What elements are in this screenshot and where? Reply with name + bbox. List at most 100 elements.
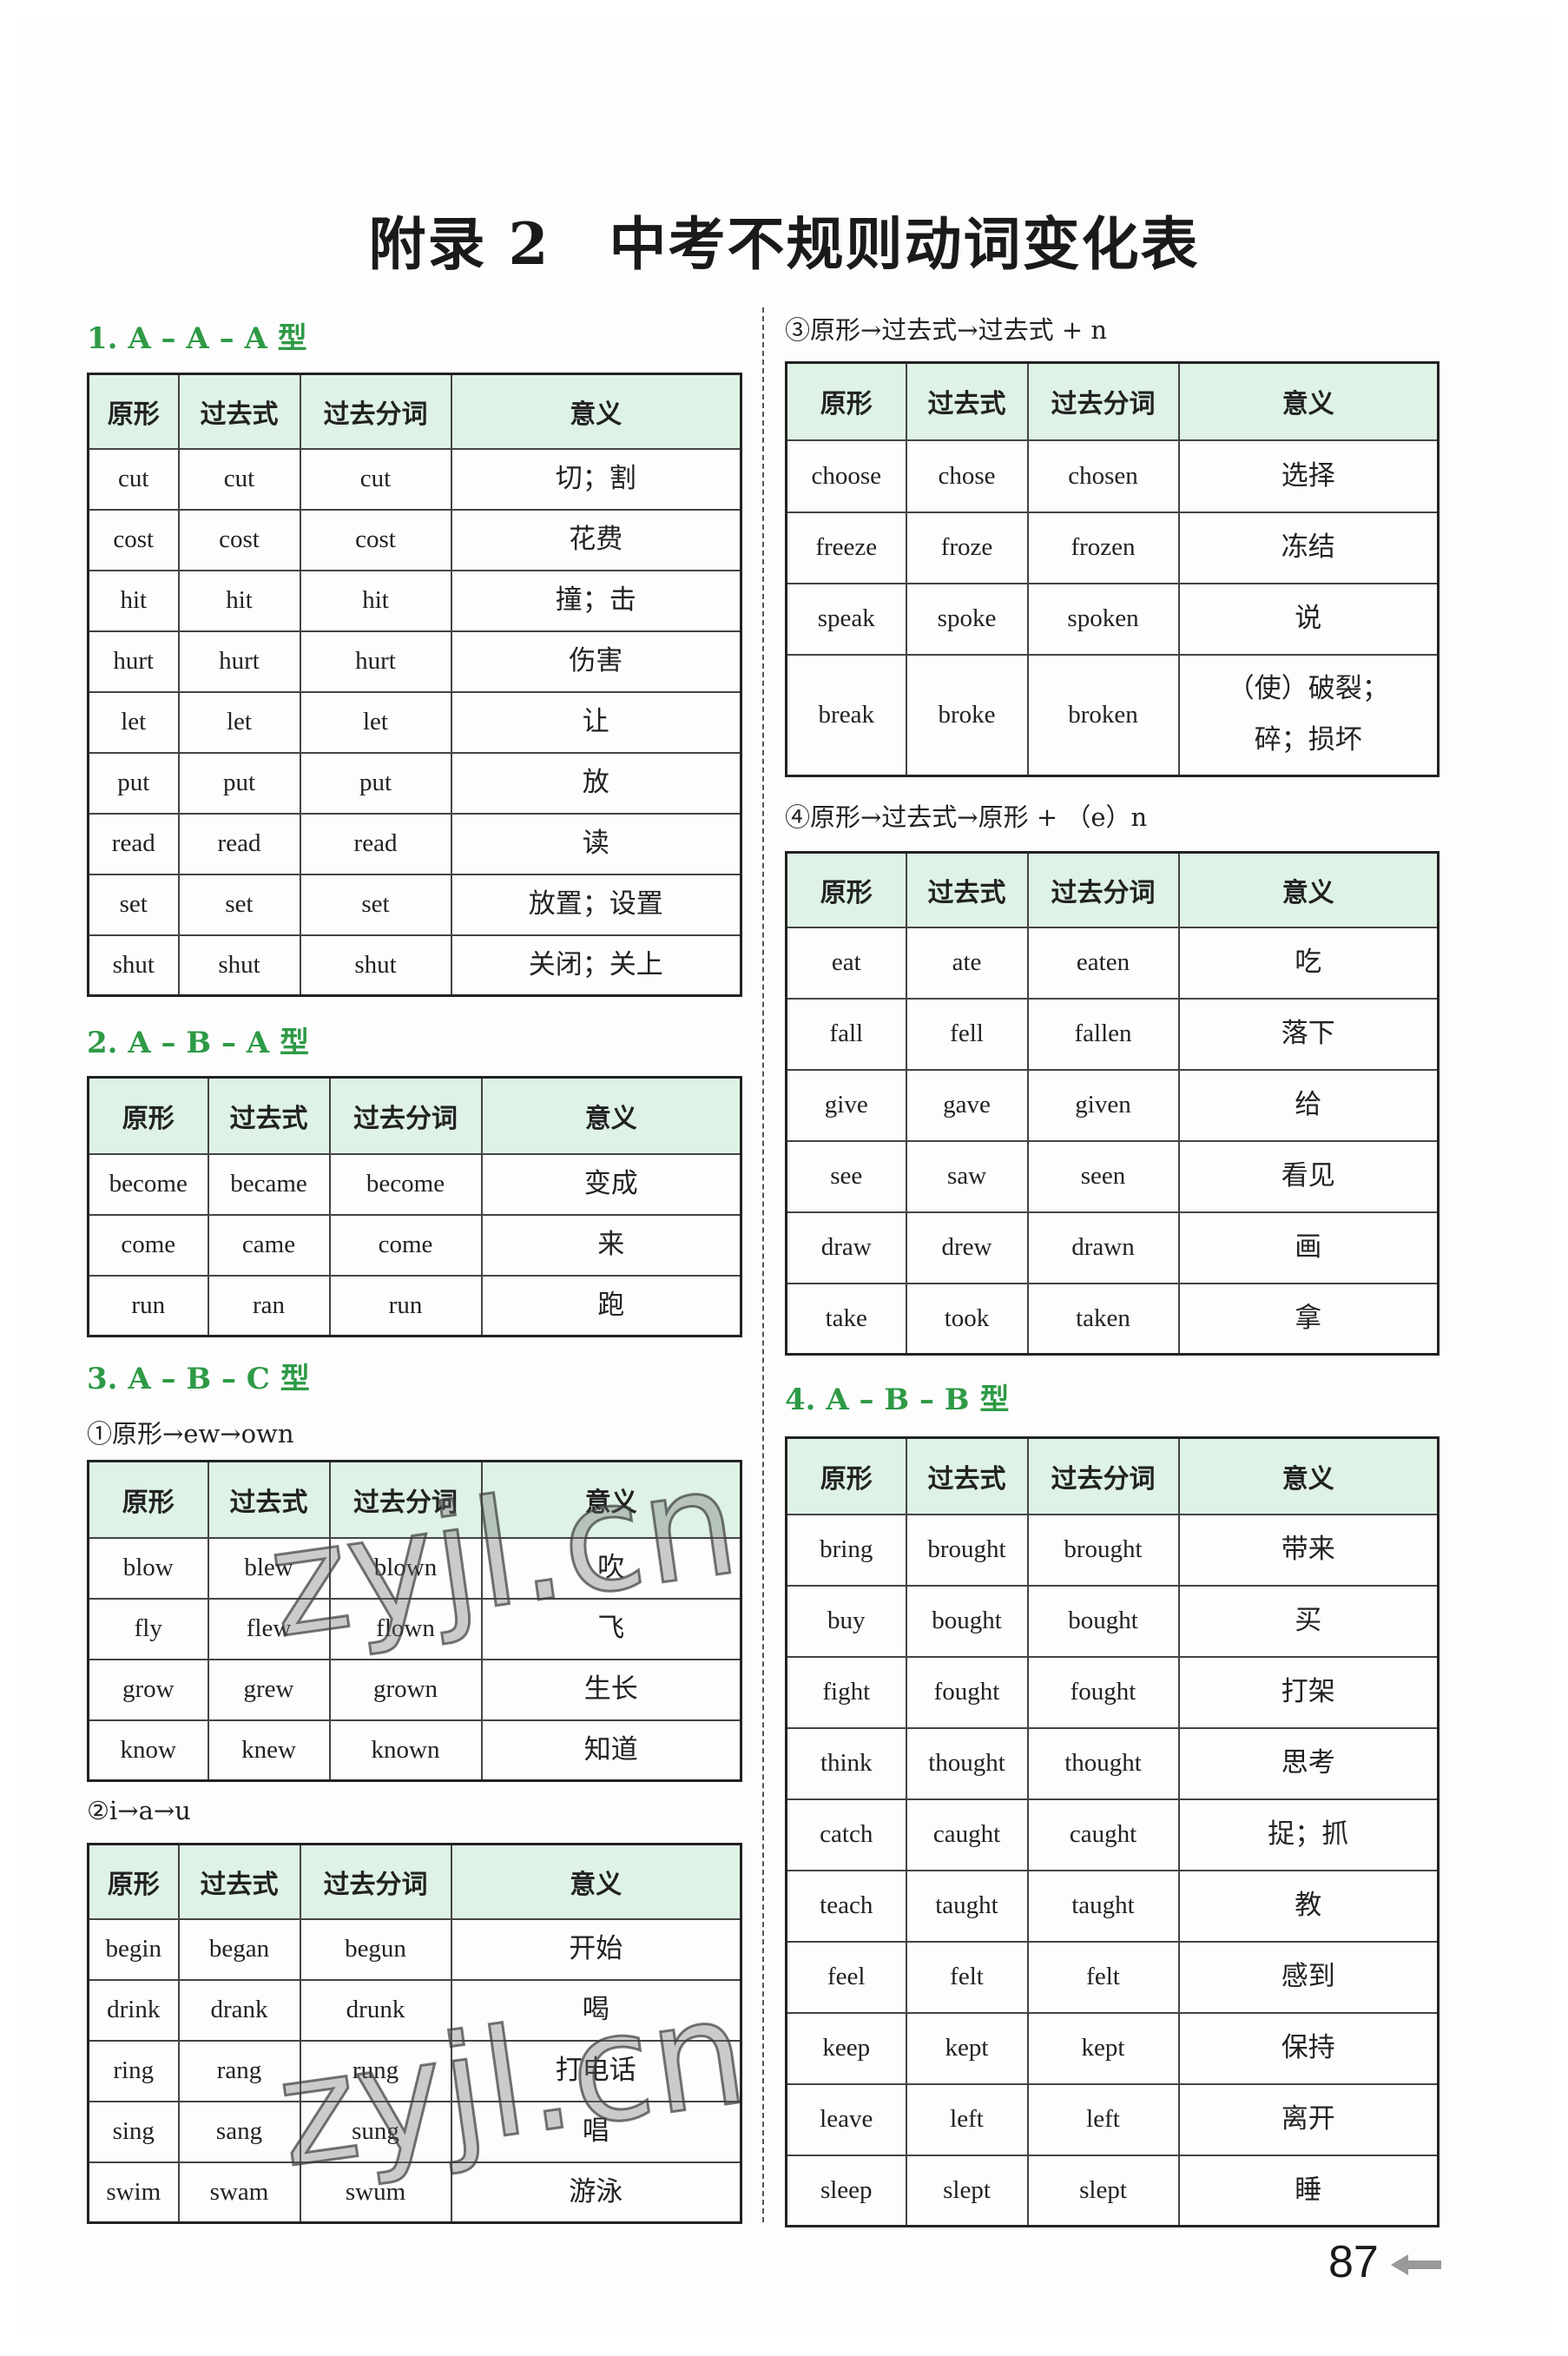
column-header: 原形 <box>87 373 180 450</box>
column-header: 过去分词 <box>328 1460 483 1539</box>
past-participle-cell: broken <box>1026 653 1180 777</box>
past-participle-cell: swum <box>299 2161 452 2224</box>
past-tense-cell: fought <box>905 1655 1029 1729</box>
section-heading-abb: 4. A – B – B 型 <box>785 1383 1010 1417</box>
column-header: 意义 <box>1177 1436 1440 1515</box>
past-participle-cell: left <box>1026 2082 1180 2156</box>
base-form-cell: give <box>785 1068 907 1142</box>
past-tense-cell: rang <box>177 2039 301 2102</box>
base-form-cell: keep <box>785 2011 907 2085</box>
meaning-cell: 冻结 <box>1177 511 1440 584</box>
meaning-cell: 给 <box>1177 1068 1440 1142</box>
page-title: 附录 2 中考不规则动词变化表 <box>368 210 1200 278</box>
table-row: cut cut cut 切；割 <box>87 447 742 511</box>
base-form-cell: choose <box>785 439 907 513</box>
base-form-cell: come <box>87 1213 209 1277</box>
column-divider <box>762 307 764 2222</box>
table-row: become became become 变成 <box>87 1152 742 1216</box>
base-form-cell: feel <box>785 1940 907 2014</box>
table-row: fight fought fought 打架 <box>785 1655 1440 1729</box>
column-header: 过去分词 <box>1026 851 1180 928</box>
table-row: grow grew grown 生长 <box>87 1658 742 1721</box>
table-row: fall fell fallen 落下 <box>785 997 1440 1071</box>
table-row: give gave given 给 <box>785 1068 1440 1142</box>
column-header: 原形 <box>87 1076 209 1155</box>
meaning-cell: 喝 <box>450 1978 742 2042</box>
table-row: break broke broken （使）破裂； 碎；损坏 <box>785 653 1440 777</box>
base-form-cell: hurt <box>87 630 180 693</box>
table-row: see saw seen 看见 <box>785 1139 1440 1213</box>
past-tense-cell: fell <box>905 997 1029 1071</box>
table-aba: 原形 过去式 过去分词 意义 become became become 变成 come came c… <box>87 1076 742 1337</box>
base-form-cell: drink <box>87 1978 180 2042</box>
past-participle-cell: spoken <box>1026 582 1180 656</box>
base-form-cell: sleep <box>785 2154 907 2227</box>
table-past-plus-n: 原形 过去式 过去分词 意义 choose chose chosen 选择 freeze froz… <box>785 361 1440 777</box>
table-row: set set set 放置；设置 <box>87 873 742 936</box>
base-form-cell: eat <box>785 926 907 1000</box>
meaning-cell: （使）破裂； 碎；损坏 <box>1177 653 1440 777</box>
past-tense-cell: blew <box>207 1536 331 1600</box>
base-form-cell: read <box>87 812 180 875</box>
subheading-i-a-u: ②i→a→u <box>87 1796 191 1825</box>
meaning-cell: 读 <box>450 812 742 875</box>
base-form-cell: fly <box>87 1597 209 1660</box>
base-form-cell: become <box>87 1152 209 1216</box>
past-tense-cell: gave <box>905 1068 1029 1142</box>
past-participle-cell: drawn <box>1026 1211 1180 1284</box>
table-row: buy bought bought 买 <box>785 1584 1440 1658</box>
past-tense-cell: grew <box>207 1658 331 1721</box>
past-tense-cell: sang <box>177 2100 301 2163</box>
column-header: 过去式 <box>207 1076 331 1155</box>
meaning-cell: 撞；击 <box>450 569 742 632</box>
table-row: hit hit hit 撞；击 <box>87 569 742 632</box>
past-participle-cell: come <box>328 1213 483 1277</box>
base-form-cell: put <box>87 751 180 815</box>
past-tense-cell: hit <box>177 569 301 632</box>
base-form-cell: grow <box>87 1658 209 1721</box>
past-tense-cell: put <box>177 751 301 815</box>
past-tense-cell: felt <box>905 1940 1029 2014</box>
past-participle-cell: run <box>328 1274 483 1337</box>
base-form-cell: fight <box>785 1655 907 1729</box>
past-tense-cell: froze <box>905 511 1029 584</box>
table-i-a-u: 原形 过去式 过去分词 意义 begin began begun 开始 drink drank dr… <box>87 1843 742 2224</box>
past-participle-cell: let <box>299 690 452 754</box>
base-form-cell: let <box>87 690 180 754</box>
column-header: 原形 <box>785 1436 907 1515</box>
past-tense-cell: took <box>905 1282 1029 1356</box>
table-row: shut shut shut 关闭；关上 <box>87 934 742 997</box>
past-tense-cell: slept <box>905 2154 1029 2227</box>
column-header: 过去式 <box>905 851 1029 928</box>
base-form-cell: leave <box>785 2082 907 2156</box>
meaning-cell: 看见 <box>1177 1139 1440 1213</box>
column-header: 意义 <box>1177 851 1440 928</box>
past-tense-cell: caught <box>905 1798 1029 1871</box>
column-header: 意义 <box>450 1843 742 1920</box>
past-participle-cell: hit <box>299 569 452 632</box>
past-tense-cell: became <box>207 1152 331 1216</box>
past-participle-cell: caught <box>1026 1798 1180 1871</box>
section-heading-aaa: 1. A – A – A 型 <box>87 321 307 356</box>
meaning-cell: 离开 <box>1177 2082 1440 2156</box>
table-row: drink drank drunk 喝 <box>87 1978 742 2042</box>
table-row: speak spoke spoken 说 <box>785 582 1440 656</box>
meaning-cell: 跑 <box>480 1274 742 1337</box>
header-row: 原形 过去式 过去分词 意义 <box>87 1843 742 1920</box>
past-tense-cell: read <box>177 812 301 875</box>
column-header: 过去式 <box>177 373 301 450</box>
past-participle-cell: fought <box>1026 1655 1180 1729</box>
base-form-cell: shut <box>87 934 180 997</box>
past-tense-cell: ate <box>905 926 1029 1000</box>
past-participle-cell: read <box>299 812 452 875</box>
column-header: 过去分词 <box>299 1843 452 1920</box>
table-row: hurt hurt hurt 伤害 <box>87 630 742 693</box>
meaning-cell: 花费 <box>450 508 742 571</box>
past-tense-cell: saw <box>905 1139 1029 1213</box>
past-participle-cell: eaten <box>1026 926 1180 1000</box>
table-row: sleep slept slept 睡 <box>785 2154 1440 2227</box>
base-form-cell: run <box>87 1274 209 1337</box>
base-form-cell: cut <box>87 447 180 511</box>
column-header: 原形 <box>785 851 907 928</box>
past-participle-cell: cost <box>299 508 452 571</box>
